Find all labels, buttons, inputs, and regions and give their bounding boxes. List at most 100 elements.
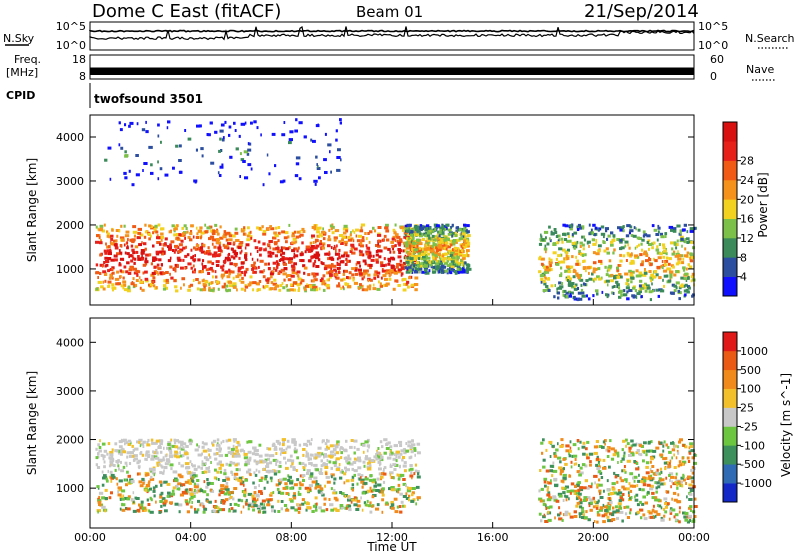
echo-cell: [218, 174, 222, 177]
echo-cell: [389, 269, 394, 273]
echo-cell: [623, 506, 626, 509]
echo-cell: [392, 250, 396, 254]
echo-cell: [376, 477, 380, 481]
echo-cell: [291, 459, 295, 463]
echo-cell: [201, 445, 205, 449]
echo-cell: [305, 452, 310, 456]
echo-cell: [588, 271, 590, 275]
echo-cell: [668, 257, 672, 261]
echo-cell: [655, 490, 658, 494]
echo-cell: [347, 498, 352, 502]
echo-cell: [218, 508, 222, 512]
echo-cell: [240, 122, 246, 126]
echo-cell: [182, 232, 186, 236]
echo-cell: [629, 484, 634, 488]
echo-cell: [173, 228, 176, 231]
echo-cell: [231, 454, 234, 458]
echo-cell: [243, 226, 246, 230]
echo-cell: [684, 238, 687, 241]
echo-cell: [403, 469, 407, 473]
echo-cell: [455, 240, 458, 244]
echo-cell: [649, 460, 652, 464]
echo-cell: [685, 279, 688, 282]
echo-cell: [642, 495, 646, 499]
echo-cell: [135, 269, 139, 273]
echo-cell: [542, 458, 546, 462]
echo-cell: [416, 254, 421, 258]
echo-cell: [319, 242, 323, 246]
echo-cell: [285, 466, 289, 470]
echo-cell: [214, 457, 218, 461]
echo-cell: [217, 249, 222, 252]
echo-cell: [653, 270, 658, 273]
echo-cell: [457, 255, 460, 259]
echo-cell: [640, 273, 643, 277]
echo-cell: [346, 276, 349, 279]
echo-cell: [143, 506, 147, 510]
echo-cell: [310, 138, 313, 142]
echo-cell: [179, 451, 181, 455]
echo-cell: [662, 507, 666, 511]
echo-cell: [148, 509, 151, 513]
echo-cell: [346, 461, 351, 465]
echo-cell: [643, 441, 647, 445]
echo-cell: [320, 277, 324, 281]
echo-cell: [416, 475, 421, 479]
echo-cell: [653, 228, 658, 232]
echo-cell: [252, 497, 256, 501]
echo-cell: [569, 279, 572, 283]
echo-cell: [337, 148, 341, 152]
echo-cell: [630, 439, 634, 443]
echo-cell: [339, 491, 343, 494]
echo-cell: [596, 513, 601, 517]
echo-cell: [363, 269, 367, 273]
echo-cell: [224, 120, 227, 124]
echo-cell: [657, 224, 660, 228]
echo-cell: [184, 129, 187, 132]
echo-cell: [611, 518, 616, 521]
echo-cell: [586, 498, 589, 502]
echo-cell: [250, 121, 253, 125]
echo-cell: [132, 509, 137, 513]
echo-cell: [349, 250, 353, 253]
echo-cell: [167, 245, 169, 249]
echo-cell: [569, 446, 572, 450]
echo-cell: [118, 121, 121, 125]
echo-cell: [122, 280, 126, 284]
echo-cell: [398, 505, 402, 508]
echo-cell: [691, 272, 695, 276]
echo-cell: [343, 251, 348, 255]
echo-cell: [417, 252, 421, 256]
echo-cell: [647, 475, 652, 479]
echo-cell: [632, 234, 637, 238]
echo-cell: [364, 440, 369, 444]
echo-cell: [130, 498, 134, 502]
echo-cell: [244, 232, 247, 236]
echo-cell: [119, 496, 123, 500]
echo-cell: [127, 439, 132, 443]
echo-cell: [451, 233, 454, 237]
echo-cell: [544, 268, 548, 272]
echo-cell: [257, 288, 261, 292]
echo-cell: [138, 441, 141, 444]
echo-cell: [95, 456, 99, 460]
echo-cell: [667, 461, 671, 465]
echo-cell: [638, 284, 644, 288]
echo-cell: [408, 252, 412, 256]
echo-cell: [305, 450, 308, 454]
echo-cell: [416, 451, 421, 455]
echo-cell: [341, 254, 345, 258]
echo-cell: [611, 291, 614, 295]
echo-cell: [540, 257, 545, 261]
echo-cell: [263, 269, 265, 273]
echo-cell: [331, 263, 334, 267]
echo-cell: [607, 507, 611, 511]
echo-cell: [592, 261, 597, 265]
echo-cell: [293, 483, 298, 487]
echo-cell: [333, 507, 338, 511]
echo-cell: [552, 251, 557, 255]
echo-cell: [301, 498, 305, 502]
echo-cell: [193, 246, 196, 250]
echo-cell: [571, 241, 576, 245]
echo-cell: [226, 258, 231, 262]
